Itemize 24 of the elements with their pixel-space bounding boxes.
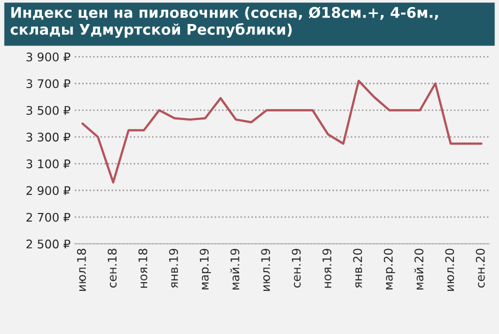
y-tick-label: 2 900 ₽ xyxy=(26,186,70,196)
x-tick-label: июл.18 xyxy=(77,248,86,291)
x-tick-label: янв.19 xyxy=(169,248,178,288)
x-tick-label: сен.18 xyxy=(108,248,117,288)
chart-title: Индекс цен на пиловочник (сосна, Ø18см.+, 4-6м., склады Удмуртской Республики) xyxy=(10,6,438,38)
y-tick-label: 2 700 ₽ xyxy=(26,212,70,222)
x-tick-label: июл.20 xyxy=(445,248,454,291)
y-tick-label: 3 300 ₽ xyxy=(26,132,70,142)
x-tick-label: мар.20 xyxy=(384,248,396,290)
x-tick-label: сен.20 xyxy=(476,248,485,288)
y-tick-label: 2 500 ₽ xyxy=(26,240,70,248)
x-tick-label: ноя.19 xyxy=(322,248,332,288)
y-tick-label: 3 100 ₽ xyxy=(26,159,70,168)
x-tick-label: ноя.18 xyxy=(138,248,148,288)
x-tick-label: янв.20 xyxy=(353,248,362,288)
x-tick-label: мар.19 xyxy=(200,248,211,290)
y-tick-label: 3 500 ₽ xyxy=(26,106,70,115)
x-tick-label: май.20 xyxy=(414,248,424,290)
x-tick-label: май.19 xyxy=(230,248,240,290)
x-tick-label: сен.19 xyxy=(292,248,301,288)
y-tick-label: 3 700 ₽ xyxy=(26,79,70,88)
line-series xyxy=(81,80,482,184)
y-tick-label: 3 900 ₽ xyxy=(26,52,70,62)
x-tick-label: июл.19 xyxy=(261,248,270,291)
